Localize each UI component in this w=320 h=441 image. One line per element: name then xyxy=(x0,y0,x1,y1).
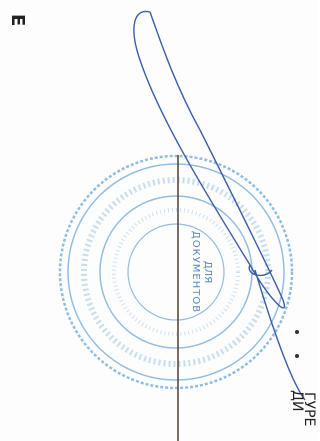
page: ДЛЯ ДОКУМЕНТОВ Е ДИ ГУРЕ (() => { const … xyxy=(0,0,318,441)
stamp-text: ДОКУМЕНТОВ xyxy=(190,231,201,313)
stamp-text: ДЛЯ xyxy=(202,261,213,283)
header-letter: Е xyxy=(7,14,28,26)
name-fragment: ГУРЕ xyxy=(301,392,317,426)
dot xyxy=(295,330,299,334)
dot xyxy=(295,354,299,358)
document-scan: ДЛЯ ДОКУМЕНТОВ Е ДИ ГУРЕ xyxy=(0,0,318,441)
